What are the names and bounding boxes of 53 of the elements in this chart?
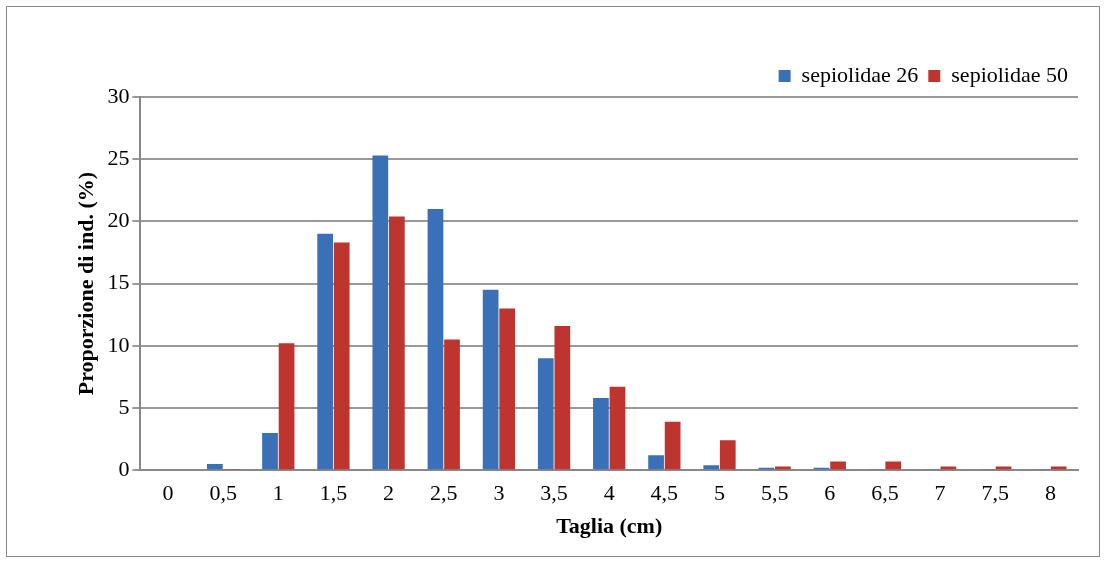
x-tick-label: 1,5 <box>319 480 348 506</box>
x-tick-label: 3 <box>493 480 505 506</box>
x-tick-label: 6 <box>824 480 836 506</box>
bar <box>719 440 736 470</box>
x-tick-label: 2,5 <box>429 480 458 506</box>
bar <box>995 466 1012 470</box>
bar <box>278 343 295 470</box>
bar <box>482 289 499 470</box>
y-tick-label: 25 <box>107 144 130 170</box>
bar <box>372 155 389 470</box>
y-tick-label: 30 <box>107 82 130 108</box>
x-tick-label: 1 <box>272 480 284 506</box>
x-tick-label: 6,5 <box>871 480 899 506</box>
x-tick-label: 3,5 <box>540 480 568 506</box>
bar <box>499 308 516 470</box>
y-tick-label: 0 <box>118 455 130 481</box>
x-tick-label: 0,5 <box>209 480 237 506</box>
y-tick-label: 10 <box>107 331 130 357</box>
x-tick-label: 5 <box>714 480 726 506</box>
bar <box>427 208 444 470</box>
bar <box>703 465 720 470</box>
x-tick-label: 8 <box>1044 480 1056 506</box>
bar <box>1050 466 1067 470</box>
bar <box>830 461 846 470</box>
x-tick-label: 5,5 <box>760 480 789 506</box>
x-tick-label: 4,5 <box>650 480 679 506</box>
bar <box>262 432 278 470</box>
x-tick-label: 0 <box>162 480 174 506</box>
bar <box>444 339 460 470</box>
bar <box>317 233 334 470</box>
x-tick-label: 7 <box>934 480 946 506</box>
y-tick-label: 15 <box>107 269 130 295</box>
legend-label: sepiolidae 26 <box>801 61 919 87</box>
x-tick-label: 2 <box>383 480 395 506</box>
bar <box>940 466 957 470</box>
x-tick-label: 4 <box>603 480 615 506</box>
bar <box>609 386 626 470</box>
bar <box>664 421 681 470</box>
bar <box>775 466 791 470</box>
x-axis-title: Taglia (cm) <box>556 513 663 539</box>
bar <box>537 358 554 470</box>
y-tick-label: 5 <box>118 393 130 419</box>
bar <box>554 325 571 470</box>
bar <box>593 398 609 470</box>
bar <box>648 455 664 470</box>
y-tick-label: 20 <box>107 207 130 233</box>
x-tick-label: 7,5 <box>981 480 1010 506</box>
bar <box>389 216 405 470</box>
bar <box>333 242 350 470</box>
bar <box>207 463 223 470</box>
bar <box>885 461 902 470</box>
y-axis-title: Proporzione di ind. (%) <box>72 171 98 396</box>
legend-label: sepiolidae 50 <box>951 61 1069 87</box>
